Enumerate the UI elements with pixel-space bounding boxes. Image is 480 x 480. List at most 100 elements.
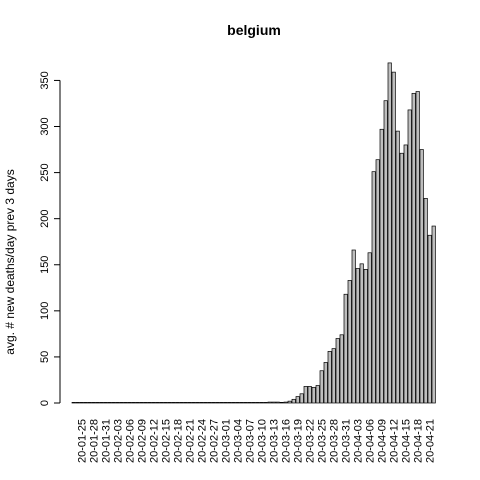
y-tick-label: 100 <box>39 302 51 320</box>
x-tick-label: 20-04-03 <box>353 419 365 463</box>
bar <box>223 402 228 404</box>
bar <box>175 402 180 404</box>
x-tick-label: 20-02-15 <box>161 419 173 463</box>
bar <box>119 402 124 404</box>
x-tick-label: 20-04-15 <box>401 419 413 463</box>
bar <box>407 109 412 404</box>
bar <box>327 351 332 404</box>
bar <box>383 100 388 404</box>
bar <box>255 402 260 404</box>
bar <box>431 225 436 404</box>
bar <box>295 396 300 404</box>
bar <box>323 362 328 404</box>
x-tick-label: 20-02-03 <box>113 419 125 463</box>
bar <box>423 198 428 404</box>
bar <box>303 386 308 404</box>
bar <box>107 402 112 404</box>
bar <box>191 402 196 404</box>
bar <box>355 268 360 404</box>
bar <box>275 401 280 404</box>
x-tick-label: 20-04-06 <box>365 419 377 463</box>
x-tick-label: 20-04-09 <box>377 419 389 463</box>
bar <box>91 402 96 404</box>
bar <box>403 144 408 404</box>
bar <box>395 130 400 404</box>
y-axis: 0 50 100 150 200 250 300 350 <box>39 71 61 406</box>
bar <box>391 71 396 404</box>
x-tick-label: 20-02-18 <box>173 419 185 463</box>
bar <box>75 402 80 404</box>
bar <box>351 249 356 404</box>
bar <box>287 400 292 404</box>
bar <box>143 402 148 404</box>
bar <box>99 402 104 404</box>
bar <box>151 402 156 404</box>
bar <box>195 402 200 404</box>
bar <box>371 171 376 404</box>
x-tick-label: 20-03-19 <box>293 419 305 463</box>
bar <box>183 402 188 404</box>
x-tick-label: 20-04-12 <box>389 419 401 463</box>
x-tick-label: 20-03-31 <box>341 419 353 463</box>
bar <box>379 128 384 404</box>
bar <box>211 402 216 404</box>
bar <box>95 402 100 404</box>
bar <box>203 402 208 404</box>
bar <box>207 402 212 404</box>
bar <box>347 280 352 404</box>
bar <box>319 370 324 404</box>
bar <box>415 91 420 404</box>
bar <box>239 402 244 404</box>
bar <box>87 402 92 404</box>
bar <box>215 402 220 404</box>
x-tick-label: 20-02-21 <box>185 419 197 463</box>
x-tick-label: 20-03-28 <box>329 419 341 463</box>
bar <box>427 234 432 404</box>
bar <box>103 402 108 404</box>
bar <box>235 402 240 404</box>
chart-title: belgium <box>227 22 281 38</box>
bar <box>111 402 116 404</box>
bar <box>127 402 132 404</box>
bar <box>419 149 424 404</box>
bar <box>267 401 272 404</box>
bar <box>83 402 88 404</box>
x-tick-label: 20-03-16 <box>281 419 293 463</box>
y-tick-label: 300 <box>39 117 51 135</box>
y-axis-label: avg. # new deaths/day prev 3 days <box>3 169 17 354</box>
x-tick-label: 20-01-31 <box>101 419 113 463</box>
y-tick-label: 200 <box>39 209 51 227</box>
bar <box>79 402 84 404</box>
bar <box>171 402 176 404</box>
x-tick-label: 20-01-28 <box>89 419 101 463</box>
bar <box>263 402 268 404</box>
bar <box>163 402 168 404</box>
bar <box>359 263 364 404</box>
bar <box>331 348 336 404</box>
bar <box>411 92 416 404</box>
bar <box>315 385 320 404</box>
y-tick-label: 150 <box>39 256 51 274</box>
bar <box>387 62 392 404</box>
bar <box>271 401 276 404</box>
x-tick-label: 20-04-18 <box>413 419 425 463</box>
bar <box>367 252 372 404</box>
bar <box>247 402 252 404</box>
bar <box>199 402 204 404</box>
bar <box>71 402 76 404</box>
bar <box>227 402 232 404</box>
bar <box>299 393 304 404</box>
x-tick-label: 20-03-10 <box>257 419 269 463</box>
x-tick-label: 20-01-25 <box>77 419 89 463</box>
bar <box>283 401 288 404</box>
bar <box>123 402 128 404</box>
x-tick-label: 20-03-07 <box>245 419 257 463</box>
bar <box>187 402 192 404</box>
bar <box>399 152 404 404</box>
bar <box>279 402 284 404</box>
bar <box>375 159 380 404</box>
bar <box>139 402 144 404</box>
bar <box>219 402 224 404</box>
bar <box>243 402 248 404</box>
